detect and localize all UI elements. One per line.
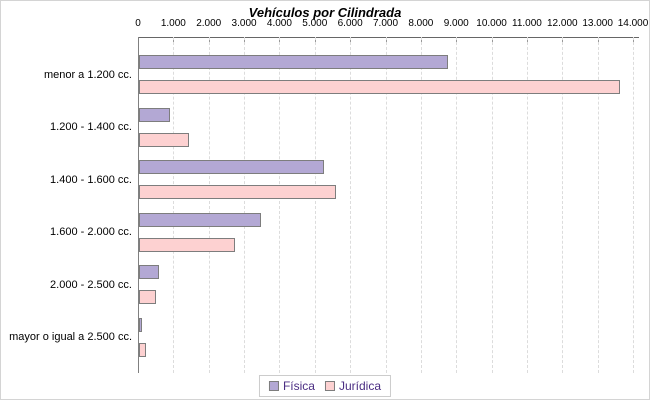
x-tick-label: 14.000 bbox=[617, 18, 649, 29]
x-tick-label: 11.000 bbox=[512, 18, 542, 29]
x-tick-label: 7.000 bbox=[372, 18, 399, 29]
x-tick-label: 3.000 bbox=[231, 18, 257, 29]
x-tick-label: 13.000 bbox=[582, 18, 613, 29]
gridline bbox=[314, 37, 316, 373]
chart-title: Vehículos por Cilindrada bbox=[248, 5, 402, 20]
gridline bbox=[456, 37, 458, 373]
category-label: 1.200 - 1.400 cc. bbox=[50, 121, 132, 133]
gridline bbox=[491, 37, 493, 373]
gridline bbox=[597, 37, 599, 373]
legend-swatch-icon bbox=[324, 381, 335, 391]
x-tick-label: 8.000 bbox=[408, 18, 434, 29]
category-label: 1.400 - 1.600 cc. bbox=[50, 173, 132, 186]
gridline bbox=[562, 37, 564, 373]
legend-swatch-icon bbox=[268, 381, 279, 391]
x-tick-label: 0 bbox=[135, 18, 141, 29]
bar-fisica bbox=[139, 107, 170, 122]
y-axis-line bbox=[138, 37, 139, 373]
x-tick-label: 4.000 bbox=[266, 18, 292, 29]
x-tick-label: 10.000 bbox=[476, 18, 507, 29]
gridline bbox=[526, 37, 528, 373]
x-tick-label: 12.000 bbox=[546, 18, 578, 29]
plot-area bbox=[138, 37, 639, 373]
bar-juridica bbox=[139, 80, 620, 94]
bar-juridica bbox=[139, 290, 157, 304]
bar-juridica bbox=[139, 132, 189, 147]
bar-fisica bbox=[139, 265, 160, 279]
x-axis-line bbox=[138, 37, 639, 38]
bar-juridica bbox=[139, 342, 147, 357]
bar-juridica bbox=[139, 237, 236, 252]
gridline bbox=[173, 37, 175, 373]
gridline bbox=[244, 37, 246, 373]
x-tick-label: 5.000 bbox=[302, 18, 328, 29]
legend: Física Jurídica bbox=[258, 375, 392, 397]
category-label: menor a 1.200 cc. bbox=[43, 68, 132, 81]
bar-juridica bbox=[139, 185, 337, 199]
gridline bbox=[208, 37, 210, 373]
bar-fisica bbox=[139, 212, 262, 227]
category-label: mayor o igual a 2.500 cc. bbox=[9, 331, 132, 343]
gridline bbox=[350, 37, 352, 373]
bar-fisica bbox=[139, 160, 324, 174]
legend-label: Física bbox=[282, 379, 315, 393]
category-label: 2.000 - 2.500 cc. bbox=[50, 278, 132, 291]
gridline bbox=[633, 37, 634, 373]
legend-item-fisica: Física bbox=[268, 379, 315, 393]
x-tick-label: 1.000 bbox=[160, 18, 186, 29]
gridline bbox=[279, 37, 281, 373]
category-label: 1.600 - 2.000 cc. bbox=[50, 226, 132, 238]
gridline bbox=[420, 37, 422, 373]
x-tick-label: 2.000 bbox=[196, 18, 222, 29]
x-tick-label: 6.000 bbox=[337, 18, 363, 29]
x-tick-label: 9.000 bbox=[443, 18, 469, 29]
legend-item-juridica: Jurídica bbox=[324, 379, 382, 393]
legend-label: Jurídica bbox=[338, 379, 382, 393]
bar-fisica bbox=[139, 317, 143, 332]
bar-fisica bbox=[139, 55, 449, 69]
gridline bbox=[385, 37, 387, 373]
